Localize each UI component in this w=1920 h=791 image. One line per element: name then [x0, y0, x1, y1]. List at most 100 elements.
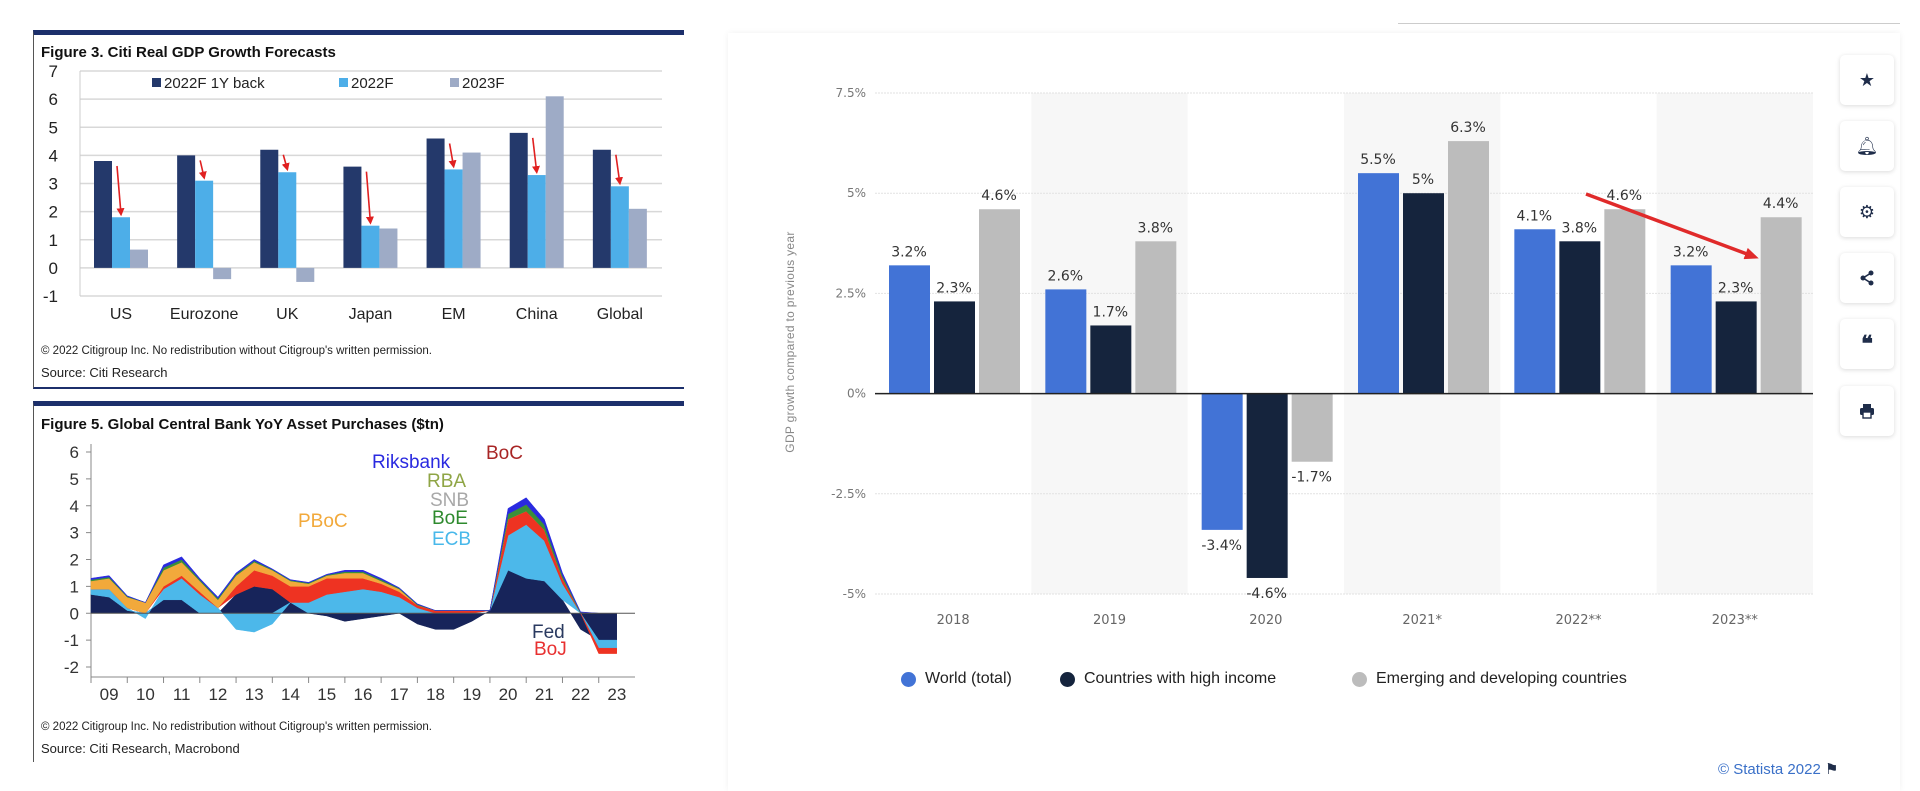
data-label: 4.1%	[1517, 208, 1553, 224]
x-tick-label: UK	[276, 306, 299, 323]
bar-2023f	[379, 228, 398, 268]
bar-2022f-1y-back	[426, 138, 445, 268]
y-tick-label: 0	[49, 259, 58, 278]
data-label: -4.6%	[1246, 586, 1287, 602]
x-tick-label: 15	[317, 685, 336, 704]
data-label: 1.7%	[1093, 304, 1129, 320]
bar-2022f	[195, 180, 214, 268]
bar-world-total-	[1670, 265, 1712, 394]
y-tick-label: 7.5%	[836, 86, 867, 100]
data-label: 2.6%	[1048, 268, 1084, 284]
x-tick-label: 13	[245, 685, 264, 704]
red-arrow	[615, 154, 623, 186]
y-tick-label: 2	[49, 203, 58, 222]
y-tick-label: 0%	[847, 387, 866, 401]
data-label: 2.3%	[1718, 280, 1754, 296]
y-tick-label: 4	[70, 497, 79, 516]
y-tick-label: 5%	[847, 186, 866, 200]
legend-label: 2022F 1Y back	[164, 75, 265, 92]
print-button[interactable]	[1840, 386, 1894, 436]
data-label: -3.4%	[1201, 538, 1242, 554]
y-tick-label: 5	[49, 118, 58, 137]
data-label: 4.4%	[1763, 196, 1799, 212]
y-tick-label: 1	[49, 231, 58, 250]
y-tick-label: 3	[49, 175, 58, 194]
x-tick-label: 2019	[1093, 613, 1126, 628]
bar-countries-with-high-income	[1403, 193, 1444, 394]
y-tick-label: -2	[64, 658, 79, 677]
y-tick-label: 7	[49, 62, 58, 81]
y-tick-label: 1	[70, 577, 79, 596]
legend-label: 2023F	[462, 75, 505, 92]
x-tick-label: 21	[535, 685, 554, 704]
figure5-source: Source: Citi Research, Macrobond	[41, 741, 240, 756]
notification-button[interactable]: 🔔︎	[1840, 121, 1894, 171]
x-tick-label: 16	[354, 685, 373, 704]
x-tick-label: 19	[462, 685, 481, 704]
label-snb: SNB	[430, 490, 470, 511]
legend-item-emerging[interactable]: Emerging and developing countries	[1352, 670, 1627, 688]
legend-swatch	[901, 671, 916, 687]
legend-swatch	[1060, 671, 1075, 687]
bar-emerging-and-developing-countries	[1291, 393, 1333, 462]
bar-2023f	[462, 152, 481, 268]
label-boc: BoC	[486, 443, 523, 464]
label-pboc: PBoC	[298, 511, 348, 532]
bar-2022f	[278, 172, 297, 268]
data-label: 3.8%	[1562, 220, 1598, 236]
divider	[1398, 23, 1900, 24]
figure3-copyright: © 2022 Citigroup Inc. No redistribution …	[41, 345, 432, 357]
statista-credit-link[interactable]: © Statista 2022 ⚑	[1718, 760, 1838, 778]
label-fed: Fed	[532, 622, 565, 643]
bar-2023f	[545, 96, 564, 268]
bell-icon: 🔔︎	[1855, 135, 1879, 156]
figure5-panel	[33, 401, 684, 762]
bar-world-total-	[1514, 229, 1556, 394]
x-tick-label: 18	[426, 685, 445, 704]
label-boe: BoE	[432, 508, 468, 529]
y-tick-label: -5%	[843, 587, 866, 601]
x-tick-label: 20	[499, 685, 518, 704]
y-tick-label: 6	[49, 90, 58, 109]
data-label: -1.7%	[1291, 470, 1332, 486]
y-tick-label: 3	[70, 524, 79, 543]
red-arrow	[1585, 192, 1759, 260]
x-tick-label: 09	[100, 685, 119, 704]
legend-label: Emerging and developing countries	[1376, 670, 1627, 687]
x-tick-label: US	[110, 306, 132, 323]
bar-2023f	[296, 267, 315, 282]
cite-button[interactable]: ❝	[1840, 319, 1894, 369]
x-tick-label: 2023**	[1712, 613, 1759, 628]
data-label: 4.6%	[1607, 188, 1643, 204]
bar-2022f-1y-back	[94, 161, 112, 268]
y-tick-label: -1	[64, 631, 79, 650]
bar-2022f	[444, 169, 463, 268]
red-arrow	[198, 160, 207, 180]
x-tick-label: China	[516, 306, 558, 323]
bar-2022f	[361, 225, 380, 268]
y-tick-label: -1	[43, 287, 58, 306]
x-tick-label: 14	[281, 685, 300, 704]
figure3-chart: -1 0 1 2 3 4 5 6 7 US Eurozone UK Japan EM China Global…	[43, 62, 662, 323]
x-tick-label: 17	[390, 685, 409, 704]
data-label: 5%	[1412, 172, 1434, 188]
red-arrow	[116, 165, 125, 217]
favorite-button[interactable]: ★	[1840, 55, 1894, 105]
share-button[interactable]	[1840, 253, 1894, 303]
figure3-source: Source: Citi Research	[41, 365, 168, 380]
settings-button[interactable]: ⚙	[1840, 187, 1894, 237]
statista-chart: -5% -2.5% 0% 2.5% 5% 7.5% 3.2% 2.3% 4.6% 2018 2.6%…	[831, 86, 1813, 628]
legend-label: 2022F	[351, 75, 394, 92]
bar-2023f	[130, 249, 148, 268]
bar-2022f	[527, 175, 546, 268]
figure5-copyright: © 2022 Citigroup Inc. No redistribution …	[41, 721, 432, 733]
star-icon: ★	[1858, 69, 1876, 90]
x-tick-label: 2021*	[1402, 613, 1442, 628]
figure5-title: Figure 5. Global Central Bank YoY Asset …	[41, 416, 444, 433]
legend-item-world[interactable]: World (total)	[901, 670, 1012, 688]
x-tick-label: 12	[208, 685, 227, 704]
bar-emerging-and-developing-countries	[979, 209, 1020, 394]
bar-2023f	[213, 267, 232, 280]
bar-2023f	[628, 208, 647, 268]
legend-item-high-income[interactable]: Countries with high income	[1060, 670, 1276, 688]
